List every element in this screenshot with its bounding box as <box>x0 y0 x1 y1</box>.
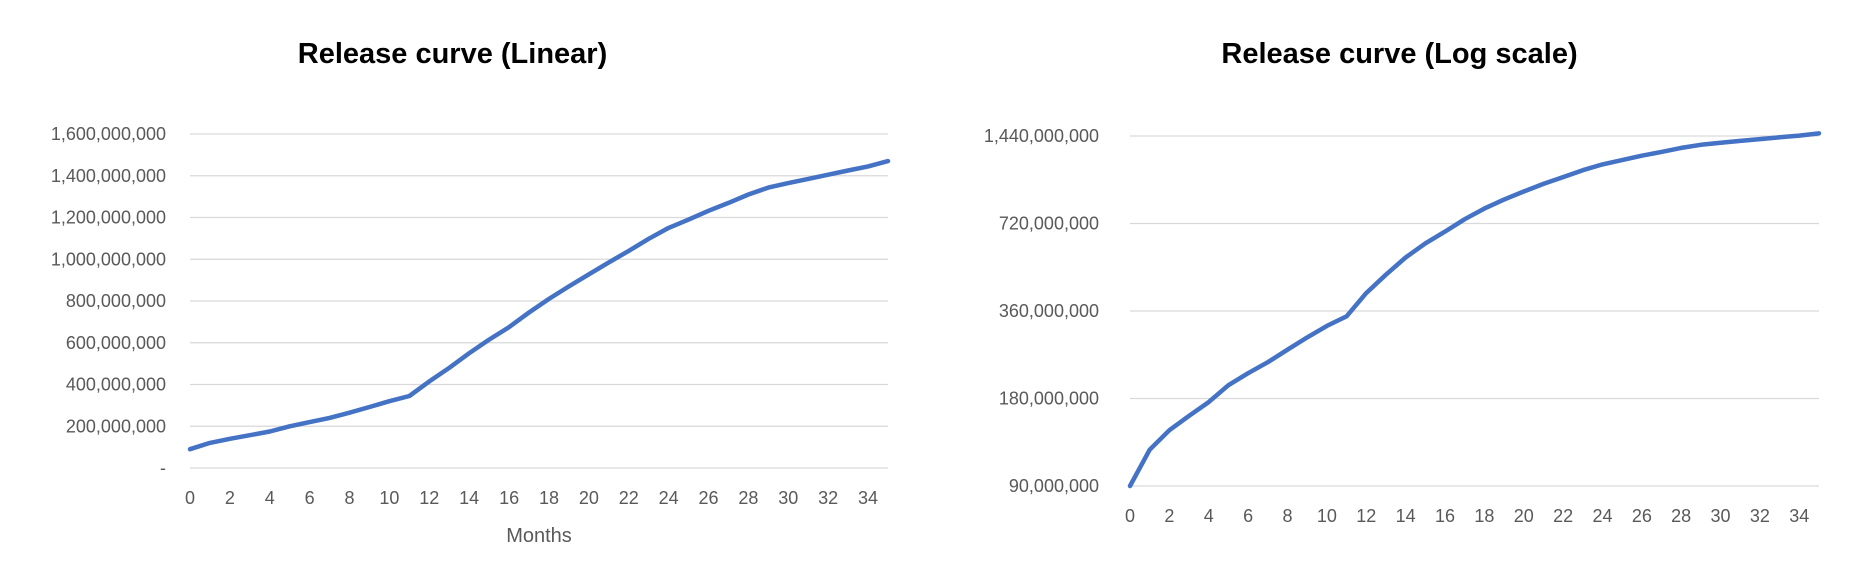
x-tick-label: 8 <box>1282 506 1292 526</box>
y-tick-label: 400,000,000 <box>66 375 166 395</box>
x-tick-label: 14 <box>1396 506 1416 526</box>
x-tick-label: 24 <box>1592 506 1612 526</box>
x-tick-label: 12 <box>1356 506 1376 526</box>
x-tick-label: 32 <box>818 488 838 508</box>
series-line <box>187 158 891 452</box>
x-tick-label: 32 <box>1750 506 1770 526</box>
x-tick-label: 28 <box>738 488 758 508</box>
x-tick-label: 16 <box>1435 506 1455 526</box>
y-tick-label: 180,000,000 <box>999 389 1099 409</box>
log-chart-panel: Release curve (Log scale) 90,000,000 180,… <box>929 0 1858 574</box>
y-tick-label: 90,000,000 <box>1009 476 1099 496</box>
x-tick-label: 2 <box>225 488 235 508</box>
y-tick-label: 1,400,000,000 <box>51 166 166 186</box>
x-tick-label: 18 <box>1474 506 1494 526</box>
y-tick-label: 200,000,000 <box>66 416 166 436</box>
x-tick-label: 22 <box>619 488 639 508</box>
y-tick-label: 600,000,000 <box>66 333 166 353</box>
x-tick-label: 20 <box>579 488 599 508</box>
x-tick-label: 0 <box>185 488 195 508</box>
y-tick-label: - <box>160 458 166 478</box>
y-tick-label: 1,000,000,000 <box>51 249 166 269</box>
x-tick-label: 8 <box>345 488 355 508</box>
x-axis-label: Months <box>506 525 572 547</box>
log-chart-title: Release curve (Log scale) <box>1221 38 1578 70</box>
y-tick-label: 800,000,000 <box>66 291 166 311</box>
y-tick-label: 1,440,000,000 <box>984 126 1099 146</box>
x-tick-label: 30 <box>778 488 798 508</box>
x-tick-label: 26 <box>1632 506 1652 526</box>
x-tick-label: 30 <box>1711 506 1731 526</box>
x-tick-label: 24 <box>659 488 679 508</box>
x-tick-label: 22 <box>1553 506 1573 526</box>
y-tick-label: 360,000,000 <box>999 301 1099 321</box>
x-tick-label: 6 <box>305 488 315 508</box>
x-tick-label: 0 <box>1125 506 1135 526</box>
x-tick-label: 6 <box>1243 506 1253 526</box>
x-tick-label: 16 <box>499 488 519 508</box>
log-chart-plot: 90,000,000 180,000,000 360,000,000 720,000,… <box>984 126 1822 526</box>
linear-chart-plot: - 200,000,000 400,000,000 600,000,000 800,00… <box>51 124 891 547</box>
x-tick-label: 34 <box>858 488 878 508</box>
x-tick-label: 2 <box>1164 506 1174 526</box>
y-tick-label: 720,000,000 <box>999 214 1099 234</box>
series-line <box>1127 131 1822 489</box>
x-tick-label: 20 <box>1514 506 1534 526</box>
y-tick-label: 1,200,000,000 <box>51 208 166 228</box>
linear-chart-panel: Release curve (Linear) - 200,000,000 400,0… <box>51 38 891 547</box>
x-tick-label: 18 <box>539 488 559 508</box>
linear-chart-title: Release curve (Linear) <box>297 38 608 70</box>
x-tick-label: 10 <box>1317 506 1337 526</box>
x-tick-label: 4 <box>265 488 275 508</box>
x-tick-label: 4 <box>1204 506 1214 526</box>
y-tick-label: 1,600,000,000 <box>51 124 166 144</box>
x-tick-label: 26 <box>698 488 718 508</box>
x-tick-label: 14 <box>459 488 479 508</box>
x-tick-label: 28 <box>1671 506 1691 526</box>
x-tick-label: 12 <box>419 488 439 508</box>
x-tick-label: 10 <box>379 488 399 508</box>
x-tick-label: 34 <box>1789 506 1809 526</box>
